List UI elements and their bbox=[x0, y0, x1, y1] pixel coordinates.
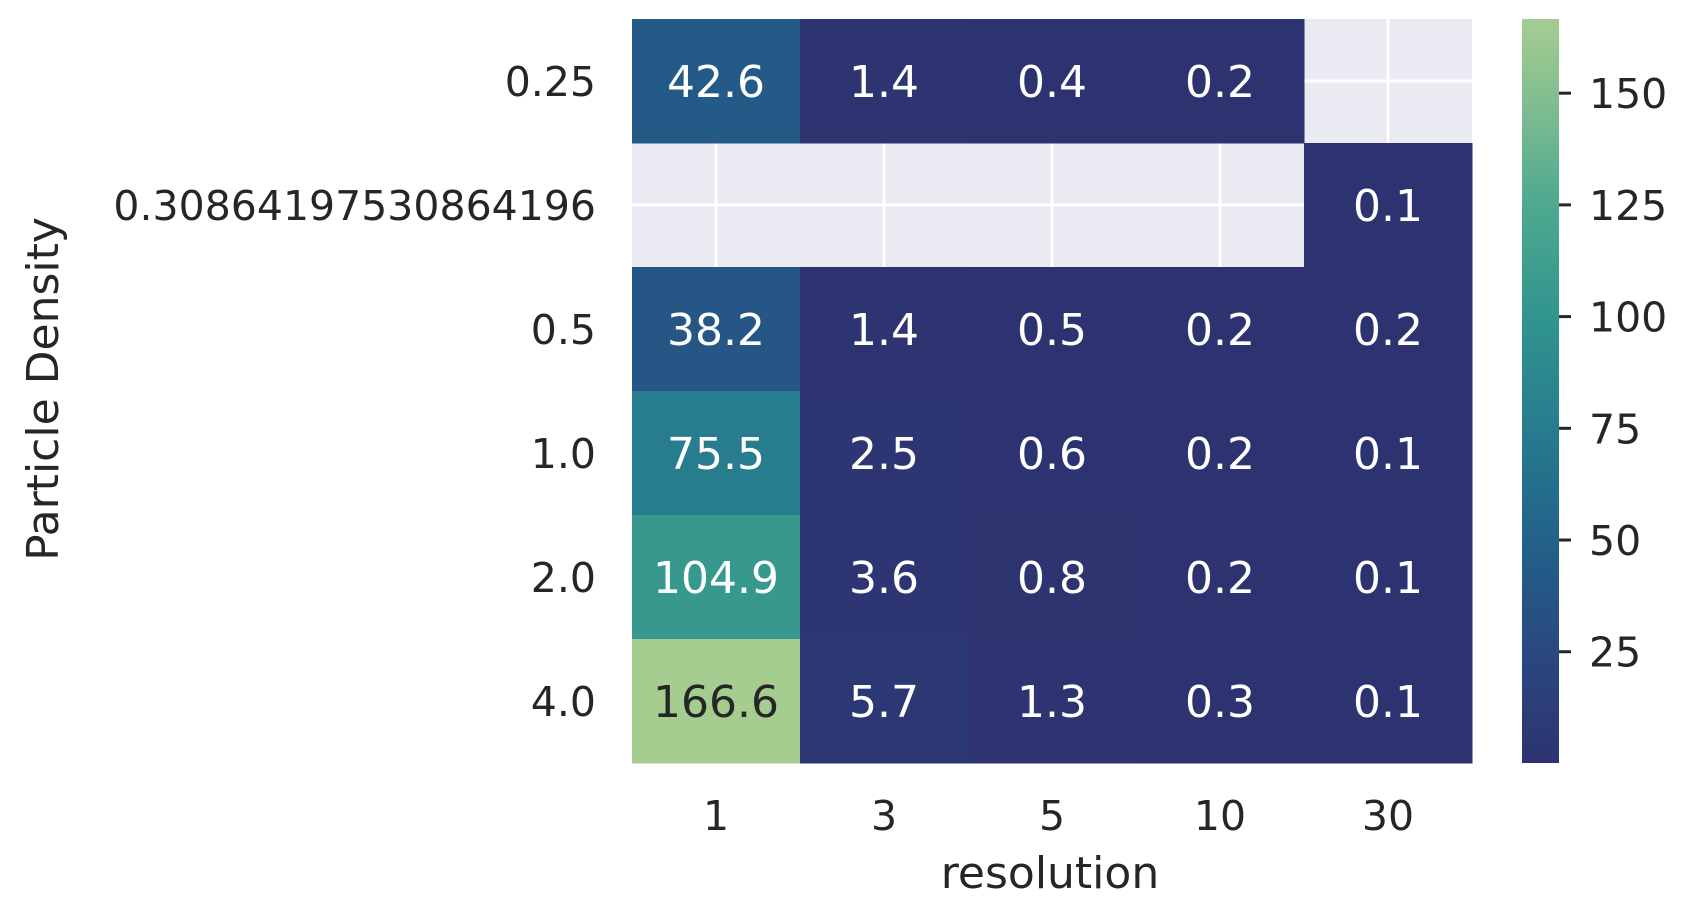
heatmap-cell bbox=[632, 19, 801, 144]
cell-value-label: 1.4 bbox=[849, 57, 919, 108]
x-tick-label: 5 bbox=[1039, 792, 1065, 840]
colorbar-tick-label: 150 bbox=[1589, 70, 1667, 118]
heatmap-cell bbox=[1136, 19, 1305, 144]
x-tick-label: 10 bbox=[1194, 792, 1246, 840]
cell-value-label: 3.6 bbox=[849, 553, 919, 604]
y-tick-label: 0.25 bbox=[505, 58, 596, 106]
heatmap-cell bbox=[968, 19, 1137, 144]
x-axis-ticks: 1 3 5 10 30 bbox=[703, 792, 1414, 840]
y-tick-label: 4.0 bbox=[531, 678, 596, 726]
heatmap-cell bbox=[1136, 515, 1305, 640]
colorbar-ticks: 25 50 75 100 125 150 bbox=[1559, 70, 1667, 677]
heatmap-cell bbox=[968, 267, 1137, 392]
colorbar bbox=[1522, 19, 1559, 763]
heatmap-cell bbox=[800, 19, 969, 144]
cell-value-label: 104.9 bbox=[653, 553, 779, 604]
colorbar-tick-label: 100 bbox=[1589, 294, 1667, 342]
heatmap-cell bbox=[800, 515, 969, 640]
cell-value-label: 38.2 bbox=[667, 305, 765, 356]
cell-value-label: 0.1 bbox=[1353, 429, 1423, 480]
cell-value-label: 1.4 bbox=[849, 305, 919, 356]
x-axis-label: resolution bbox=[941, 848, 1159, 899]
cell-value-label: 0.4 bbox=[1017, 57, 1087, 108]
heatmap-cell bbox=[1304, 391, 1473, 516]
y-tick-label: 1.0 bbox=[531, 430, 596, 478]
heatmap-cell bbox=[968, 391, 1137, 516]
x-tick-label: 1 bbox=[703, 792, 729, 840]
heatmap-cell bbox=[968, 639, 1137, 764]
heatmap-cells: 42.6 1.4 0.4 0.2 0.1 38.2 1.4 0.5 0.2 0.2 75.5 2.5 0… bbox=[632, 19, 1473, 764]
y-tick-label: 0.5 bbox=[531, 306, 596, 354]
cell-value-label: 0.5 bbox=[1017, 305, 1087, 356]
cell-value-label: 0.2 bbox=[1185, 429, 1255, 480]
cell-value-label: 0.6 bbox=[1017, 429, 1087, 480]
heatmap-cell bbox=[632, 515, 801, 640]
heatmap-cell bbox=[800, 267, 969, 392]
cell-value-label: 0.1 bbox=[1353, 677, 1423, 728]
cell-value-label: 42.6 bbox=[667, 57, 765, 108]
cell-value-label: 0.1 bbox=[1353, 181, 1423, 232]
cell-value-label: 0.2 bbox=[1185, 57, 1255, 108]
y-tick-label: 2.0 bbox=[531, 554, 596, 602]
heatmap-cell bbox=[1304, 143, 1473, 268]
cell-value-label: 0.2 bbox=[1353, 305, 1423, 356]
heatmap-cell bbox=[632, 639, 801, 764]
heatmap-cell bbox=[1136, 267, 1305, 392]
heatmap-cell bbox=[632, 391, 801, 516]
cell-value-label: 166.6 bbox=[653, 677, 779, 728]
colorbar-tick-label: 50 bbox=[1589, 517, 1641, 565]
cell-value-label: 0.1 bbox=[1353, 553, 1423, 604]
heatmap-cell bbox=[800, 639, 969, 764]
heatmap-cell bbox=[1136, 391, 1305, 516]
x-tick-label: 30 bbox=[1362, 792, 1414, 840]
x-tick-label: 3 bbox=[871, 792, 897, 840]
cell-value-label: 0.2 bbox=[1185, 553, 1255, 604]
cell-value-label: 0.8 bbox=[1017, 553, 1087, 604]
cell-value-label: 75.5 bbox=[667, 429, 765, 480]
heatmap-cell bbox=[1136, 639, 1305, 764]
colorbar-tick-label: 125 bbox=[1589, 182, 1667, 230]
heatmap-cell bbox=[632, 267, 801, 392]
cell-value-label: 0.2 bbox=[1185, 305, 1255, 356]
y-axis-ticks: 0.25 0.30864197530864196 0.5 1.0 2.0 4.0 bbox=[113, 58, 596, 726]
heatmap-cell bbox=[1304, 515, 1473, 640]
cell-value-label: 2.5 bbox=[849, 429, 919, 480]
cell-value-label: 1.3 bbox=[1017, 677, 1087, 728]
heatmap-cell bbox=[1304, 639, 1473, 764]
y-axis-label: Particle Density bbox=[18, 217, 69, 561]
y-tick-label: 0.30864197530864196 bbox=[113, 182, 596, 230]
colorbar-tick-label: 75 bbox=[1589, 405, 1641, 453]
cell-value-label: 0.3 bbox=[1185, 677, 1255, 728]
heatmap-cell bbox=[1304, 267, 1473, 392]
colorbar-tick-label: 25 bbox=[1589, 629, 1641, 677]
heatmap-cell bbox=[968, 515, 1137, 640]
cell-value-label: 5.7 bbox=[849, 677, 919, 728]
colorbar-gradient bbox=[1522, 19, 1559, 763]
heatmap-cell bbox=[800, 391, 969, 516]
